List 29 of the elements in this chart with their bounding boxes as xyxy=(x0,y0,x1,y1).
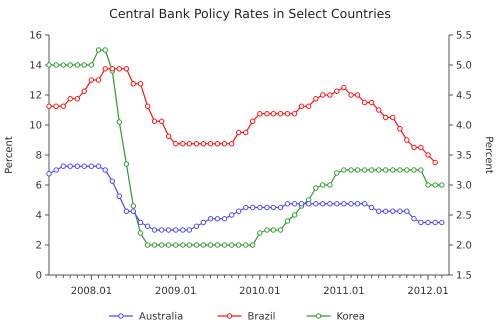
x-tick-label: 2011.01 xyxy=(323,286,365,297)
y-tick-label: 2 xyxy=(36,240,42,252)
y-tick-label: 0 xyxy=(36,270,42,282)
y2-tick-label: 5.0 xyxy=(456,60,472,72)
y2-axis-title: Percent xyxy=(483,136,494,174)
chart-title: Central Bank Policy Rates in Select Countries xyxy=(109,6,391,21)
y2-tick-label: 3.5 xyxy=(456,150,472,162)
legend-label: Korea xyxy=(336,312,365,322)
y-tick-label: 14 xyxy=(29,60,42,72)
y-tick-label: 12 xyxy=(29,90,42,102)
legend-label: Australia xyxy=(139,312,184,322)
y2-tick-label: 4.5 xyxy=(456,90,472,102)
y-tick-label: 4 xyxy=(36,210,42,222)
y2-tick-label: 2.0 xyxy=(456,240,472,252)
y2-tick-label: 1.5 xyxy=(456,270,472,282)
x-tick-label: 2008.01 xyxy=(70,286,112,297)
x-tick-label: 2012.01 xyxy=(407,286,449,297)
y-axis-title: Percent xyxy=(4,136,15,174)
y-tick-label: 6 xyxy=(36,180,42,192)
y2-tick-label: 3.0 xyxy=(456,180,472,192)
x-tick-label: 2009.01 xyxy=(155,286,196,297)
y2-tick-label: 2.5 xyxy=(456,210,472,222)
y-tick-label: 16 xyxy=(29,30,42,42)
y2-tick-label: 4.0 xyxy=(456,120,472,132)
legend-label: Brazil xyxy=(248,312,276,322)
y2-tick-label: 5.5 xyxy=(456,30,472,42)
x-tick-label: 2010.01 xyxy=(239,286,281,297)
y-tick-label: 8 xyxy=(36,150,42,162)
y-tick-label: 10 xyxy=(29,120,42,132)
